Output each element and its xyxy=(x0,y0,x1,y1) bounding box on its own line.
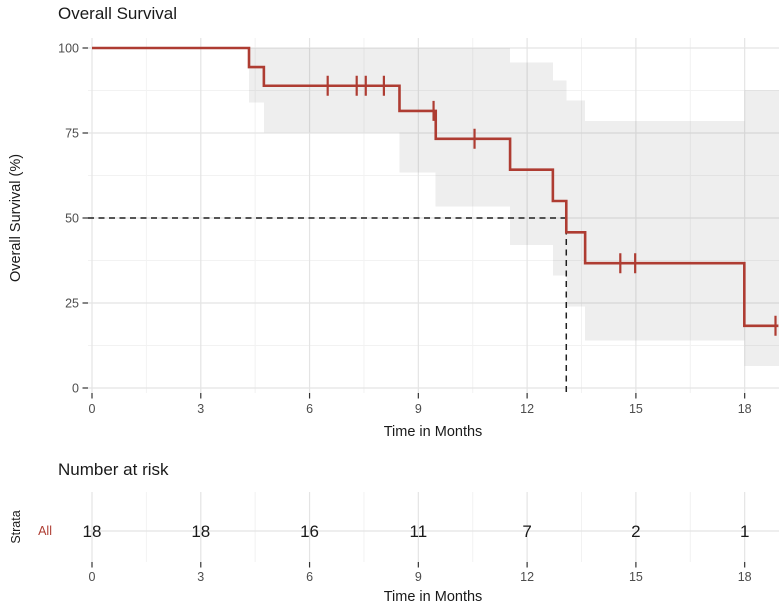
y-tick-label: 50 xyxy=(65,211,79,225)
risk-count: 18 xyxy=(83,522,102,541)
y-tick-label: 0 xyxy=(72,381,79,395)
risk-x-tick-label: 18 xyxy=(738,570,752,584)
censor-marks xyxy=(326,75,777,336)
risk-x-tick-label: 3 xyxy=(197,570,204,584)
risk-count: 7 xyxy=(522,522,531,541)
median-reference-lines xyxy=(88,217,568,393)
risk-x-tick-label: 9 xyxy=(415,570,422,584)
x-axis-title: Time in Months xyxy=(383,424,483,440)
x-tick-label: 12 xyxy=(520,402,534,416)
x-tick-label: 0 xyxy=(89,402,96,416)
y-tick-label: 25 xyxy=(65,296,79,310)
x-tick-label: 15 xyxy=(629,402,643,416)
risk-table-axis: 0 3 6 9 12 15 18 xyxy=(89,562,752,584)
risk-count: 16 xyxy=(300,522,319,541)
x-tick-label: 3 xyxy=(197,402,204,416)
plot-axes: 0 3 6 9 12 15 18 0 25 50 75 100 xyxy=(58,41,752,416)
risk-x-tick-label: 6 xyxy=(306,570,313,584)
risk-x-axis-title: Time in Months xyxy=(383,589,483,605)
confidence-band xyxy=(249,48,779,366)
risk-table-gridlines xyxy=(88,492,779,562)
risk-x-tick-label: 12 xyxy=(520,570,534,584)
risk-count: 11 xyxy=(410,522,428,541)
risk-count: 1 xyxy=(740,522,749,541)
x-tick-label: 9 xyxy=(415,402,422,416)
risk-count: 18 xyxy=(191,522,210,541)
risk-x-tick-label: 15 xyxy=(629,570,643,584)
x-tick-label: 18 xyxy=(738,402,752,416)
km-curve xyxy=(92,46,779,328)
risk-table-values: 18 18 16 11 7 2 1 xyxy=(83,522,750,541)
x-tick-label: 6 xyxy=(306,402,313,416)
y-tick-label: 75 xyxy=(65,126,79,140)
strata-row-label: All xyxy=(38,524,52,538)
risk-table-title: Number at risk xyxy=(58,460,169,479)
risk-x-tick-label: 0 xyxy=(89,570,96,584)
plot-title: Overall Survival xyxy=(58,4,178,23)
y-tick-label: 100 xyxy=(58,41,79,55)
risk-count: 2 xyxy=(631,522,640,541)
